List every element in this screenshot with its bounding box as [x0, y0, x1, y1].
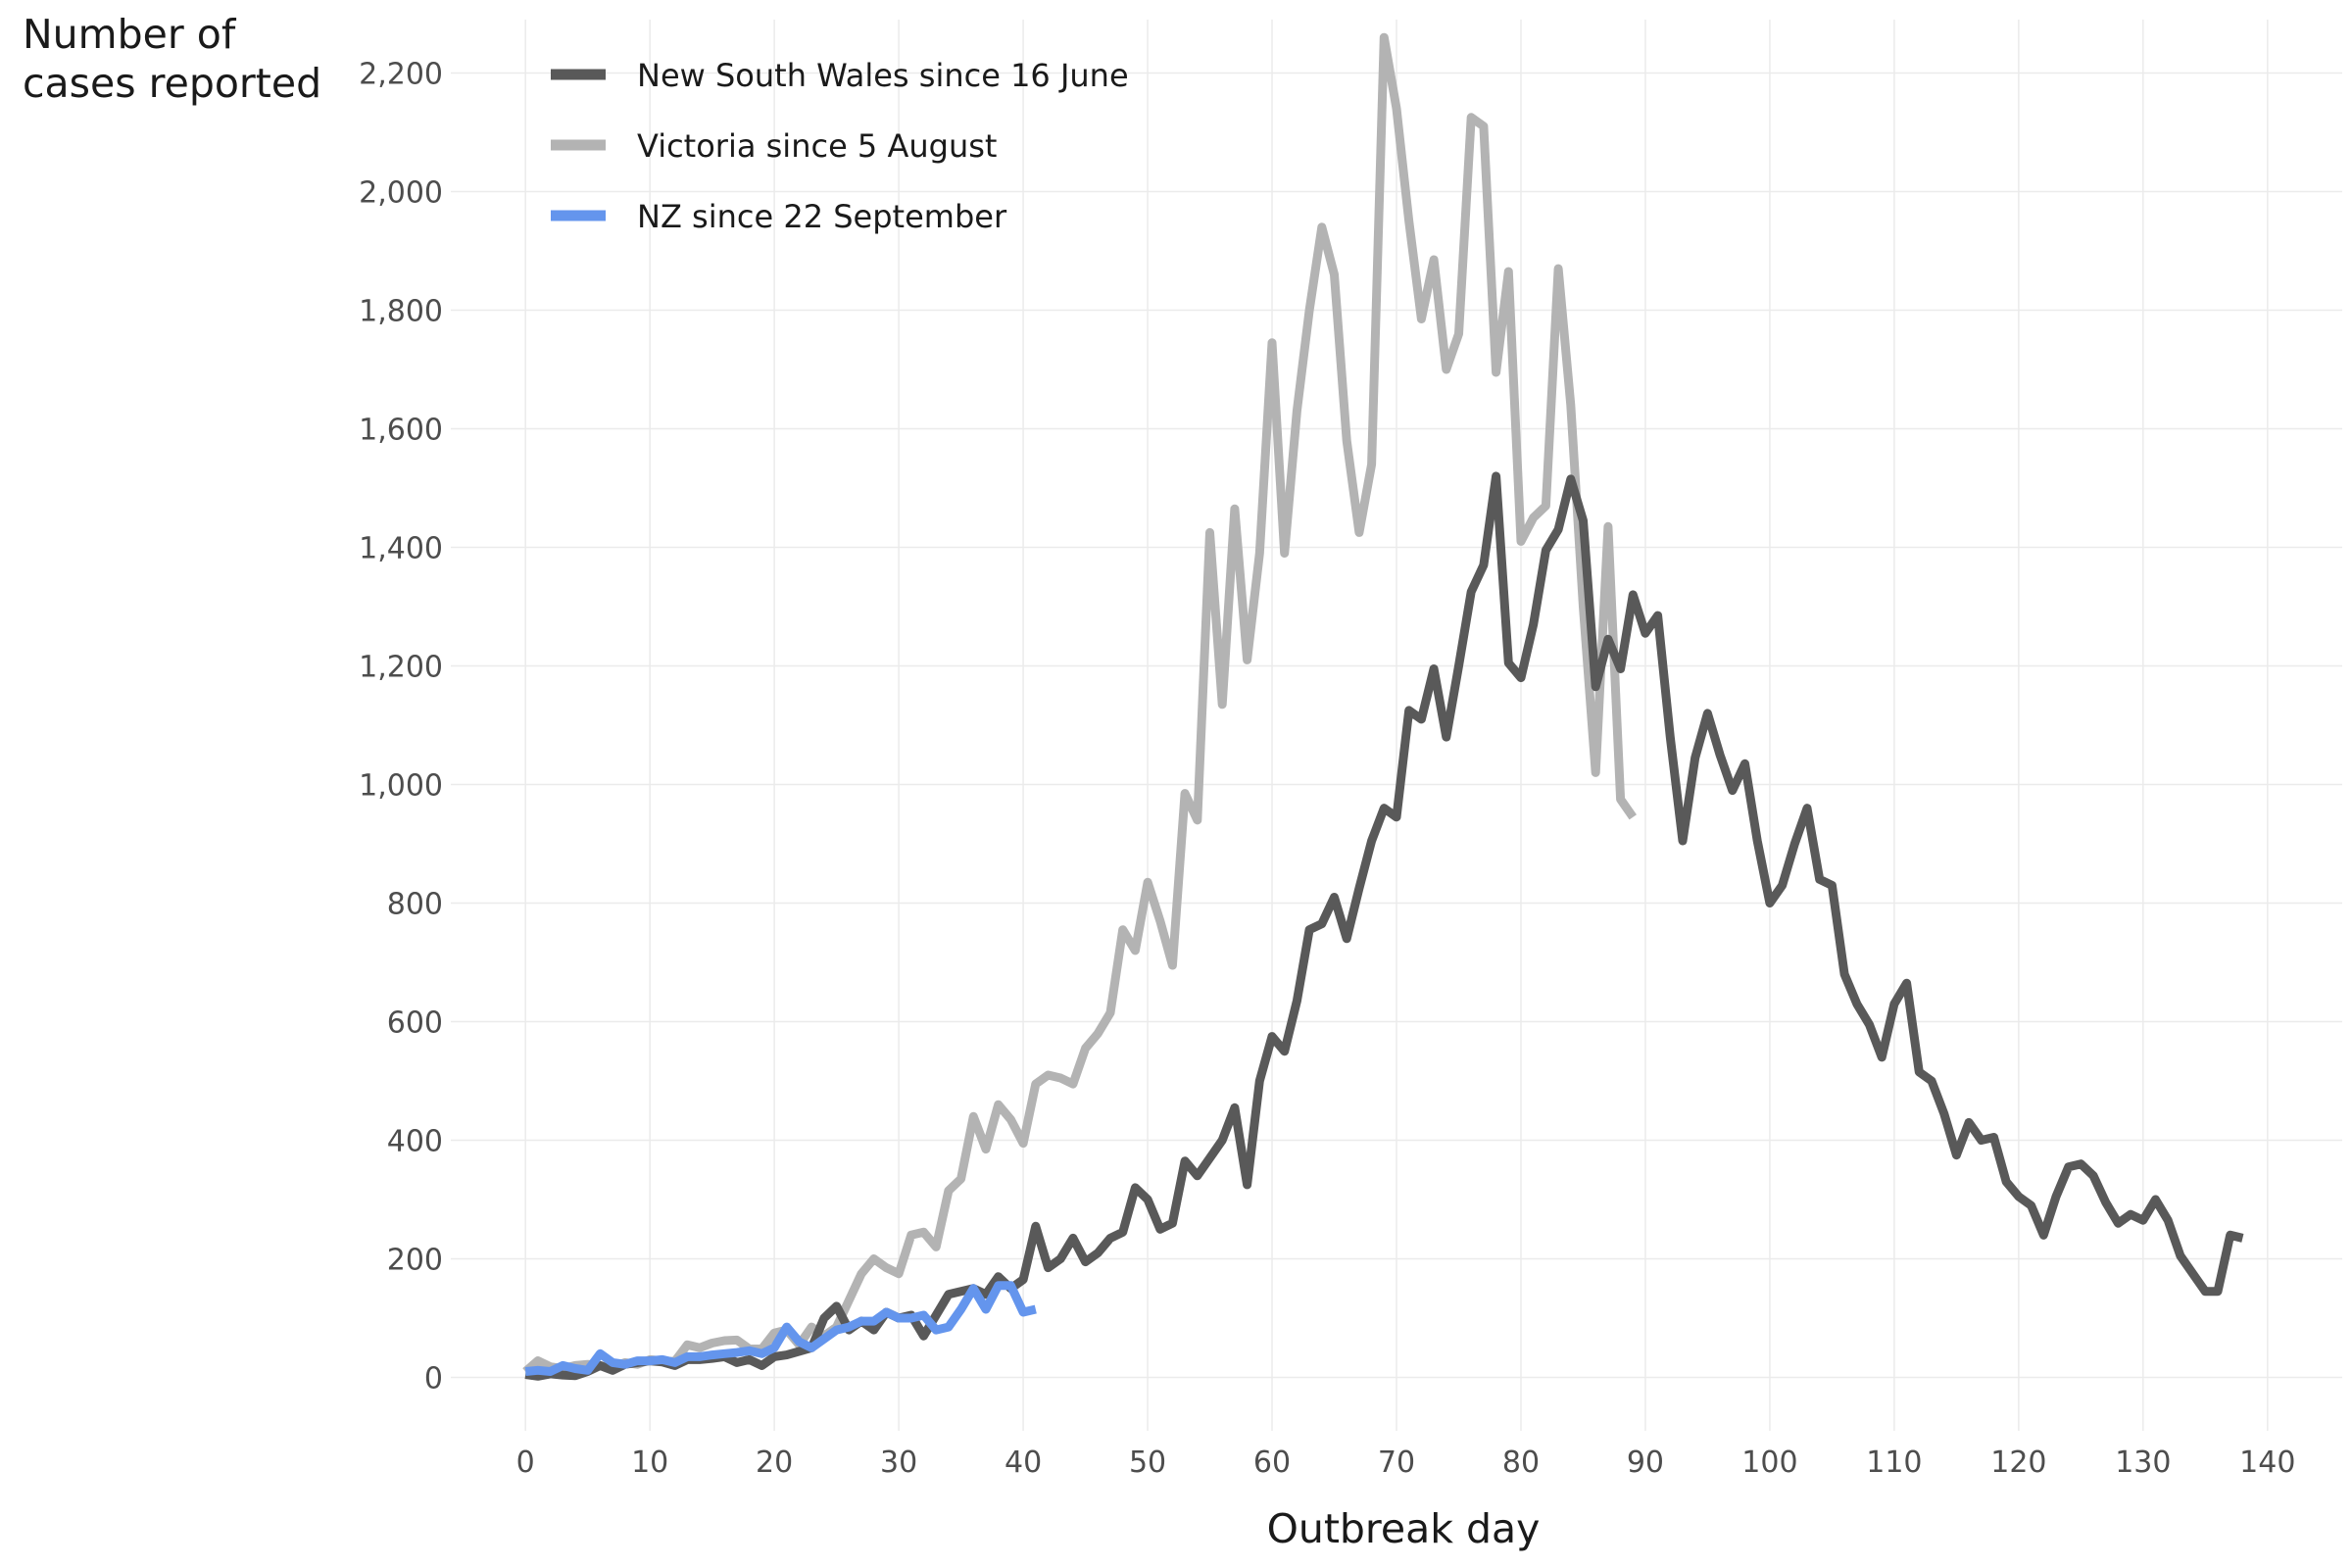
y-tick-label: 0 [424, 1362, 443, 1396]
x-tick-label: 10 [631, 1446, 668, 1480]
x-tick-label: 80 [1502, 1446, 1540, 1480]
y-tick-label: 1,000 [359, 769, 443, 804]
y-tick-label: 200 [387, 1244, 443, 1278]
x-tick-label: 50 [1129, 1446, 1166, 1480]
grid [451, 20, 2342, 1431]
x-tick-label: 110 [1866, 1446, 1922, 1480]
x-tick-label: 130 [2115, 1446, 2171, 1480]
x-tick-label: 100 [1741, 1446, 1797, 1480]
x-tick-label: 140 [2239, 1446, 2295, 1480]
y-tick-label: 600 [387, 1006, 443, 1041]
x-axis-tick-labels: 0 10 20 30 40 50 60 70 80 90 100 110 120 130 140 [516, 1446, 2296, 1480]
y-tick-label: 2,200 [359, 57, 443, 91]
series-line-new-south-wales [524, 471, 2244, 1381]
legend: New South Wales since 16 June Victoria s… [551, 57, 1129, 235]
x-tick-label: 40 [1004, 1446, 1042, 1480]
legend-label-victoria: Victoria since 5 August [637, 127, 997, 165]
x-tick-label: 70 [1378, 1446, 1415, 1480]
x-tick-label: 20 [756, 1446, 793, 1480]
series-lines [522, 32, 2244, 1381]
y-tick-label: 2,000 [359, 175, 443, 210]
legend-label-new-south-wales: New South Wales since 16 June [637, 57, 1129, 94]
y-tick-label: 400 [387, 1125, 443, 1159]
y-axis-tick-labels: 0 200 400 600 800 1,000 1,200 1,400 1,600 1,800 2,… [359, 57, 443, 1396]
y-axis-title-line-1: Number of [23, 11, 237, 58]
y-tick-label: 1,400 [359, 531, 443, 565]
x-tick-label: 120 [1990, 1446, 2046, 1480]
series-line-nz [524, 1281, 1037, 1376]
y-tick-label: 800 [387, 888, 443, 922]
y-axis-title-line-2: cases reported [23, 60, 321, 107]
y-tick-label: 1,800 [359, 294, 443, 328]
y-tick-label: 1,600 [359, 413, 443, 447]
series-line-victoria [522, 32, 1637, 1375]
x-tick-label: 60 [1253, 1446, 1291, 1480]
x-tick-label: 90 [1627, 1446, 1664, 1480]
x-tick-label: 0 [516, 1446, 535, 1480]
x-tick-label: 30 [880, 1446, 917, 1480]
legend-label-nz: NZ since 22 September [637, 198, 1007, 235]
x-axis-title: Outbreak day [1267, 1505, 1541, 1552]
y-tick-label: 1,200 [359, 650, 443, 684]
